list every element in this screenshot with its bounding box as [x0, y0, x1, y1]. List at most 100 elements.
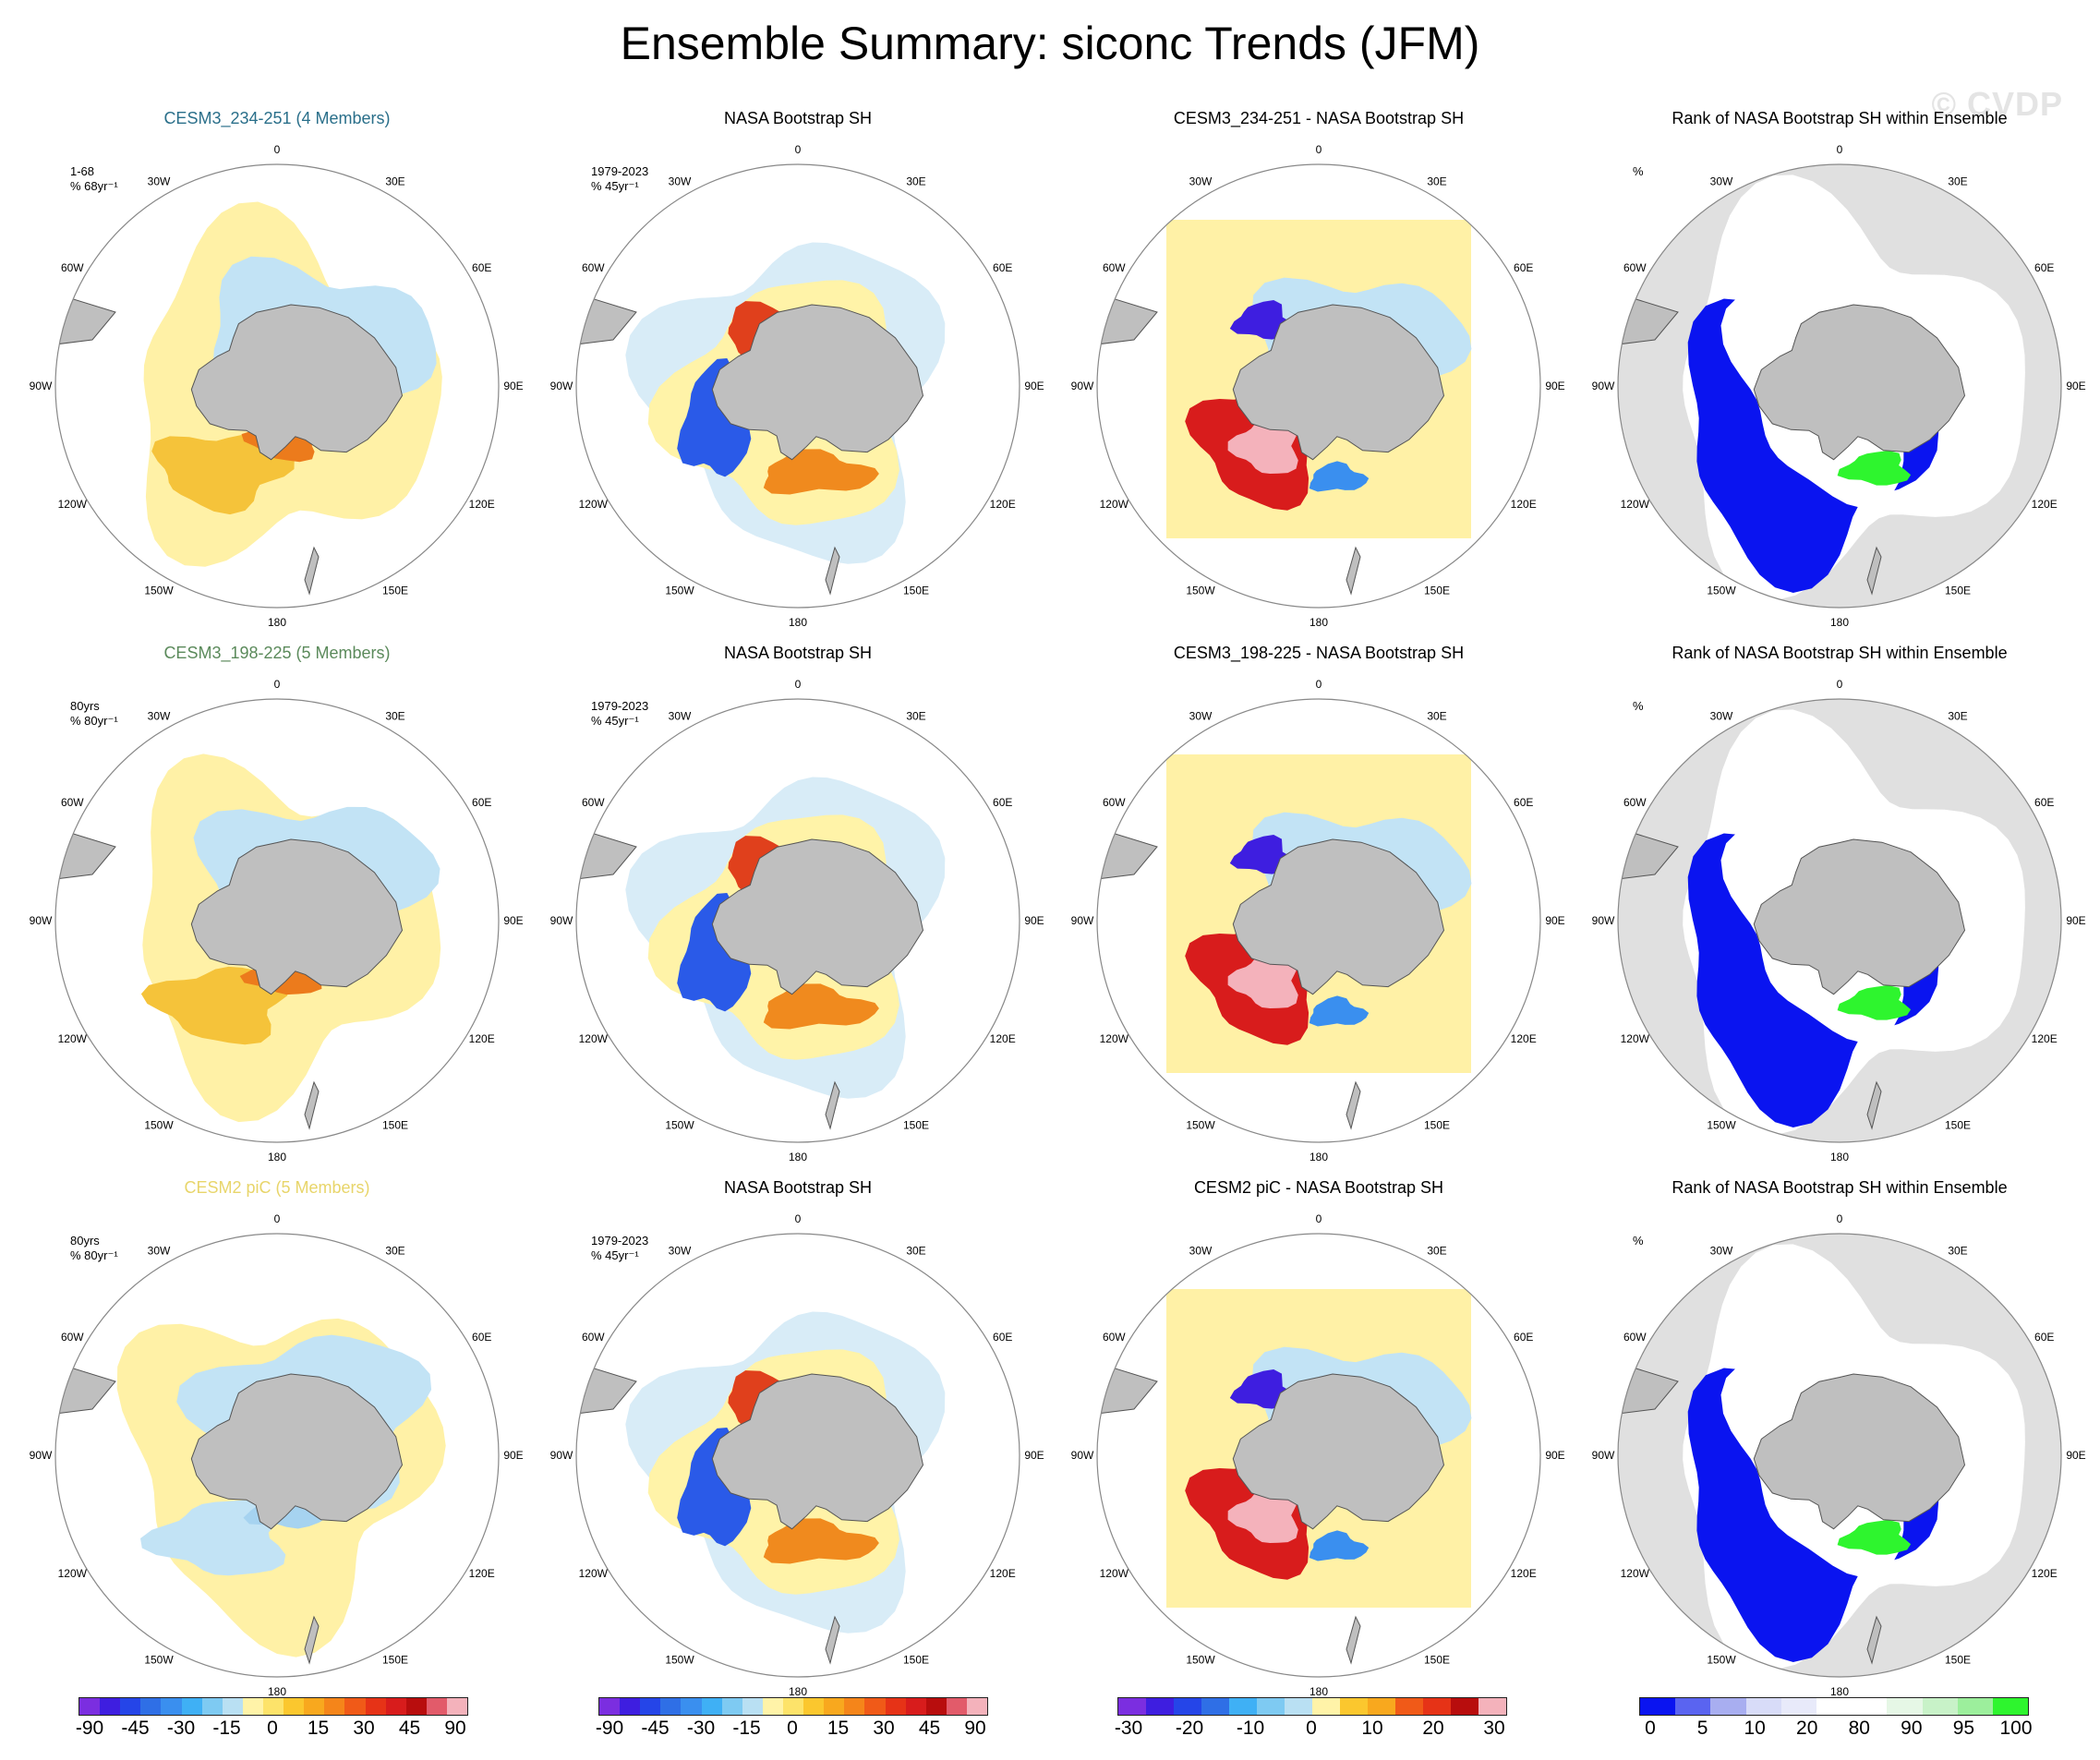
lon-label: 30E	[906, 1244, 925, 1257]
lon-label: 120W	[1100, 498, 1129, 511]
lon-label: 60E	[993, 261, 1012, 274]
lon-label: 150W	[144, 1654, 174, 1667]
colorbar-swatch	[946, 1698, 967, 1715]
panel-title: CESM3_234-251 - NASA Bootstrap SH	[1173, 109, 1465, 127]
panel-title: NASA Bootstrap SH	[723, 109, 873, 127]
colorbar-tick-label: -90	[75, 1718, 104, 1739]
antarctica-land	[1232, 838, 1445, 995]
lon-label: 90E	[1024, 914, 1044, 927]
colorbar-tick-label: 30	[873, 1718, 895, 1739]
colorbar-swatch	[324, 1698, 345, 1715]
lon-label: 0	[1837, 678, 1843, 691]
lon-label: 30W	[1710, 175, 1733, 187]
lon-label: 150W	[1186, 1119, 1215, 1132]
colorbar-swatch	[599, 1698, 621, 1715]
colorbar-tick-label: 20	[1422, 1718, 1444, 1739]
lon-label: 90E	[503, 1449, 523, 1462]
colorbar-swatch	[925, 1698, 947, 1715]
panel-annotation: %	[1633, 1234, 1644, 1248]
colorbar-swatch	[262, 1698, 284, 1715]
lon-label: 30W	[1710, 709, 1733, 722]
colorbar-tick-label: 80	[1848, 1718, 1870, 1739]
colorbar-tick-label: 90	[964, 1718, 986, 1739]
colorbar-swatch	[1312, 1698, 1340, 1715]
colorbar-swatch	[640, 1698, 661, 1715]
lon-label: 90W	[1071, 380, 1094, 392]
colorbar-swatch	[1816, 1698, 1853, 1715]
lon-label: 120W	[1100, 1032, 1129, 1045]
lon-label: 30W	[148, 709, 171, 722]
lon-label: 150W	[1707, 1119, 1736, 1132]
map-panel-r2c3: CESM3_198-225 - NASA Bootstrap SH 0 30E 60E…	[1060, 644, 1577, 1179]
lon-label: 120W	[58, 1567, 88, 1580]
map-panel-r1c1: CESM3_234-251 (4 Members) 0 30E 60E 90E 120E 1…	[18, 109, 536, 645]
lon-label: 150W	[665, 1654, 694, 1667]
colorbar-swatch	[844, 1698, 865, 1715]
colorbar-swatch	[1201, 1698, 1229, 1715]
lon-label: 180	[789, 1685, 807, 1698]
antarctica-land	[1232, 1373, 1445, 1530]
lon-label: 120W	[58, 1032, 88, 1045]
lon-label: 60W	[1103, 1331, 1126, 1344]
lon-label: 120E	[1511, 1567, 1537, 1580]
watermark: © CVDP	[1931, 85, 2063, 123]
colorbar-tick-label: 45	[918, 1718, 941, 1739]
polar-map: 0 30E 60E 90E 120E 150E 180 150W 120W 90W 60W 30W	[1592, 143, 2086, 629]
polar-map: 0 30E 60E 90E 120E 150E 180 150W 120W 90W 60W 30W	[1071, 678, 1565, 1163]
map-panel-r1c3: CESM3_234-251 - NASA Bootstrap SH 0 30E 60E…	[1060, 109, 1577, 645]
lon-label: 150E	[903, 1119, 929, 1132]
colorbar-swatch	[446, 1698, 468, 1715]
panel-annotation: 1-68 % 68yr⁻¹	[70, 164, 118, 193]
lon-label: 0	[274, 678, 281, 691]
lon-label: 30W	[148, 175, 171, 187]
lon-label: 150E	[382, 1119, 408, 1132]
lon-label: 90E	[1024, 380, 1044, 392]
colorbar-tick-label: -20	[1175, 1718, 1204, 1739]
antarctica-land	[190, 1373, 404, 1530]
lon-label: 150E	[1424, 1119, 1450, 1132]
lon-label: 150W	[665, 585, 694, 597]
lon-label: 30W	[669, 175, 692, 187]
lon-label: 180	[268, 616, 286, 629]
lon-label: 120W	[58, 498, 88, 511]
map-frame	[1096, 163, 1541, 609]
lon-label: 120E	[990, 1567, 1016, 1580]
lon-label: 120W	[579, 1032, 609, 1045]
colorbar-swatch	[1395, 1698, 1423, 1715]
colorbar-tick-label: 0	[1645, 1718, 1656, 1739]
colorbar-swatch	[1368, 1698, 1395, 1715]
colorbar-swatch	[365, 1698, 386, 1715]
map-panel-r2c1: CESM3_198-225 (5 Members) 0 30E 60E 90E 120E 1…	[18, 644, 536, 1179]
lon-label: 150W	[1186, 1654, 1215, 1667]
lon-label: 180	[268, 1151, 286, 1163]
colorbar-tick-label: 30	[1483, 1718, 1505, 1739]
panel-title: CESM3_234-251 (4 Members)	[163, 109, 391, 127]
colorbar-tick-label: -90	[595, 1718, 624, 1739]
lon-label: 150W	[1707, 585, 1736, 597]
polar-map: 0 30E 60E 90E 120E 150E 180 150W 120W 90W 60W 30W	[550, 678, 1044, 1163]
lon-label: 90W	[550, 380, 573, 392]
colorbar-swatch	[1423, 1698, 1451, 1715]
colorbar-swatch	[885, 1698, 906, 1715]
lon-label: 180	[268, 1685, 286, 1698]
lon-label: 120E	[1511, 1032, 1537, 1045]
panel-title: Rank of NASA Bootstrap SH within Ensembl…	[1672, 644, 2008, 662]
colorbar-swatch	[681, 1698, 702, 1715]
antarctica-land	[1232, 304, 1445, 461]
panel-annotation: 1979-2023 % 45yr⁻¹	[591, 699, 649, 728]
colorbar-swatch	[201, 1698, 223, 1715]
colorbar-tick-label: 20	[1796, 1718, 1818, 1739]
colorbar-swatch	[284, 1698, 305, 1715]
colorbar-swatch	[120, 1698, 141, 1715]
lon-label: 90W	[1071, 914, 1094, 927]
antarctica-land	[711, 838, 924, 995]
lon-label: 180	[1830, 616, 1849, 629]
lon-label: 90E	[2066, 914, 2085, 927]
lon-label: 90E	[1545, 914, 1564, 927]
colorbar-swatch	[1675, 1698, 1711, 1715]
lon-label: 60W	[1103, 261, 1126, 274]
map-panel-r3c4: Rank of NASA Bootstrap SH within Ensembl…	[1581, 1178, 2098, 1714]
lon-label: 120W	[579, 1567, 609, 1580]
lon-label: 90W	[30, 1449, 53, 1462]
panel-annotation: 1979-2023 % 45yr⁻¹	[591, 164, 649, 193]
